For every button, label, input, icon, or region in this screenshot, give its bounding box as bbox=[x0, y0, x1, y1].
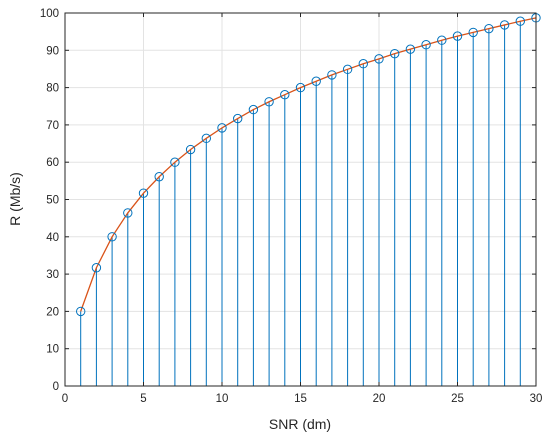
trend-polyline bbox=[80, 17, 537, 312]
data-point bbox=[107, 232, 117, 242]
data-point bbox=[421, 40, 431, 50]
data-point bbox=[405, 44, 416, 54]
data-point bbox=[484, 23, 494, 34]
data-point bbox=[217, 123, 227, 133]
y-tick-label: 20 bbox=[46, 306, 59, 318]
data-point bbox=[515, 16, 525, 26]
y-tick-label: 0 bbox=[53, 381, 59, 393]
x-tick-label: 25 bbox=[451, 393, 464, 405]
data-point bbox=[76, 306, 86, 317]
data-point bbox=[233, 113, 243, 124]
data-point bbox=[437, 35, 447, 45]
x-tick-label: 15 bbox=[294, 393, 307, 405]
data-point bbox=[264, 97, 274, 107]
data-point bbox=[138, 188, 149, 198]
data-point bbox=[311, 76, 321, 86]
data-point bbox=[201, 133, 212, 144]
data-point bbox=[280, 89, 290, 100]
data-point bbox=[170, 157, 180, 167]
y-tick-label: 40 bbox=[46, 232, 59, 244]
x-tick-label: 0 bbox=[62, 393, 68, 405]
x-axis-label: SNR (dm) bbox=[269, 416, 331, 432]
data-point bbox=[91, 263, 102, 273]
data-point bbox=[390, 48, 400, 59]
x-tick-label: 10 bbox=[216, 393, 229, 405]
data-point bbox=[342, 64, 353, 75]
data-point bbox=[374, 54, 384, 64]
data-point bbox=[185, 144, 196, 155]
x-tick-label: 20 bbox=[373, 393, 386, 405]
x-tick-label: 5 bbox=[140, 393, 146, 405]
y-tick-label: 90 bbox=[46, 45, 59, 57]
y-tick-label: 70 bbox=[46, 120, 59, 132]
data-point bbox=[499, 20, 510, 30]
y-tick-label: 80 bbox=[46, 83, 59, 95]
y-axis-ticks: 0 10 20 30 40 50 60 70 80 90 100 bbox=[40, 8, 536, 393]
y-tick-label: 60 bbox=[46, 157, 59, 169]
x-axis-ticks: 0 5 10 15 20 25 30 bbox=[62, 13, 543, 405]
y-tick-label: 100 bbox=[40, 8, 59, 20]
data-point bbox=[123, 208, 133, 218]
y-tick-label: 30 bbox=[46, 269, 59, 281]
y-axis-label: R (Mb/s) bbox=[7, 172, 23, 226]
data-point bbox=[295, 82, 306, 93]
data-point bbox=[154, 172, 164, 182]
data-point bbox=[327, 70, 337, 80]
data-point bbox=[358, 59, 368, 69]
x-tick-label: 30 bbox=[530, 393, 543, 405]
y-tick-label: 10 bbox=[46, 344, 59, 356]
data-point bbox=[468, 27, 478, 38]
trend-line bbox=[80, 17, 537, 312]
y-tick-label: 50 bbox=[46, 195, 59, 207]
data-point bbox=[248, 104, 259, 115]
data-point bbox=[452, 31, 463, 41]
